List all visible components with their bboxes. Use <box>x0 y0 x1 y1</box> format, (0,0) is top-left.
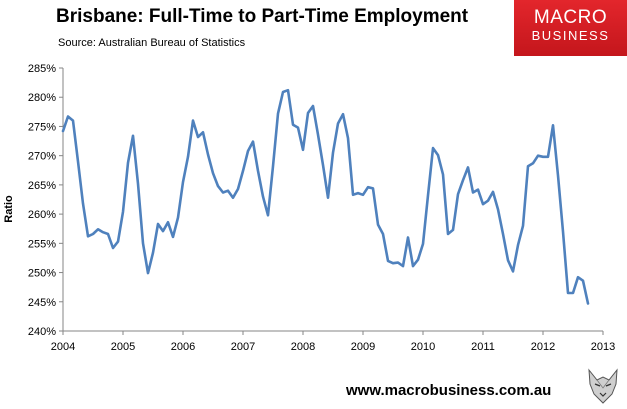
y-tick-label: 245% <box>28 297 56 309</box>
logo-line1: MACRO <box>533 7 608 28</box>
macrobusiness-logo: MACRO BUSINESS <box>514 0 627 56</box>
x-tick-label: 2012 <box>531 341 555 353</box>
y-tick-label: 285% <box>28 63 56 75</box>
x-tick-label: 2006 <box>171 341 195 353</box>
chart-axes <box>62 68 603 332</box>
x-tick-label: 2011 <box>471 341 495 353</box>
y-tick-label: 250% <box>28 268 56 280</box>
y-tick-label: 270% <box>28 151 56 163</box>
website-url: www.macrobusiness.com.au <box>346 382 552 399</box>
chart-title: Brisbane: Full-Time to Part-Time Employm… <box>56 6 469 27</box>
logo-line2: BUSINESS <box>531 28 610 43</box>
x-tick-label: 2008 <box>291 341 315 353</box>
x-axis-ticks: 2004 2005 2006 2007 2008 2009 2010 2011 2012 2013 <box>51 331 615 353</box>
x-tick-label: 2007 <box>231 341 255 353</box>
x-tick-label: 2004 <box>51 341 75 353</box>
y-tick-label: 255% <box>28 238 56 250</box>
y-axis-ticks: 240% 245% 250% 255% 260% 265% 270% 275% 280% 285% <box>28 63 63 338</box>
x-tick-label: 2005 <box>111 341 135 353</box>
y-axis-label: Ratio <box>3 195 15 223</box>
y-tick-label: 260% <box>28 209 56 221</box>
x-tick-label: 2010 <box>411 341 435 353</box>
y-tick-label: 265% <box>28 180 56 192</box>
y-tick-label: 280% <box>28 92 56 104</box>
x-tick-label: 2013 <box>591 341 615 353</box>
y-tick-label: 240% <box>28 326 56 338</box>
wolf-logo-icon <box>588 368 618 404</box>
series-line <box>61 88 590 305</box>
y-tick-label: 275% <box>28 121 56 133</box>
chart-source: Source: Australian Bureau of Statistics <box>58 37 246 49</box>
x-tick-label: 2009 <box>351 341 375 353</box>
